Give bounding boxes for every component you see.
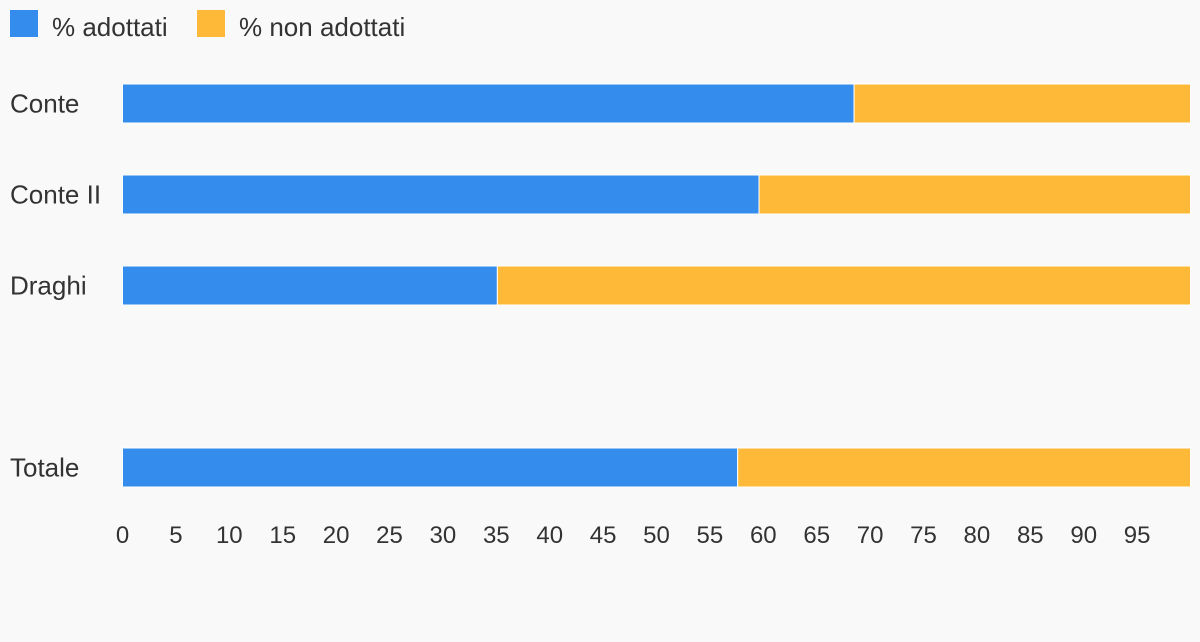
category-label-draghi: Draghi (10, 271, 87, 301)
x-tick-label-30: 30 (430, 522, 457, 549)
x-tick-label-80: 80 (964, 522, 991, 549)
x-tick-label-70: 70 (857, 522, 884, 549)
x-tick-label-10: 10 (216, 522, 243, 549)
x-tick-label-15: 15 (269, 522, 296, 549)
x-tick-label-5: 5 (169, 522, 182, 549)
category-labels: Conte Conte II Draghi Totale (10, 89, 101, 483)
x-tick-label-0: 0 (116, 522, 129, 549)
bar-conte-ii-adottati (122, 174, 760, 215)
legend-swatch-non-adottati (197, 10, 225, 37)
x-tick-label-65: 65 (803, 522, 830, 549)
x-axis-tick-labels: 0 5 10 15 20 25 30 35 40 45 50 55 60 65 70 75 80 85 90 95 (116, 522, 1151, 549)
bar-draghi-adottati (122, 265, 498, 306)
legend-swatch-adottati (10, 10, 38, 37)
x-tick-label-55: 55 (697, 522, 724, 549)
x-tick-label-20: 20 (323, 522, 350, 549)
bars (122, 83, 1192, 488)
bar-draghi-non-adottati (496, 265, 1192, 306)
x-tick-label-50: 50 (643, 522, 670, 549)
x-tick-label-95: 95 (1124, 522, 1151, 549)
category-label-conte: Conte (10, 89, 79, 119)
bar-conte-non-adottati (853, 83, 1192, 124)
x-tick-label-25: 25 (376, 522, 403, 549)
legend: % adottati % non adottati (10, 10, 405, 42)
x-tick-label-60: 60 (750, 522, 777, 549)
bar-conte-ii-non-adottati (758, 174, 1191, 215)
x-tick-label-45: 45 (590, 522, 617, 549)
x-tick-label-85: 85 (1017, 522, 1044, 549)
category-label-totale: Totale (10, 453, 79, 483)
x-tick-label-35: 35 (483, 522, 510, 549)
legend-label-non-adottati: % non adottati (239, 12, 405, 42)
bar-conte-adottati (122, 83, 855, 124)
x-tick-label-75: 75 (910, 522, 937, 549)
category-label-conte-ii: Conte II (10, 180, 101, 210)
bar-totale-adottati (122, 447, 739, 488)
x-tick-label-40: 40 (536, 522, 563, 549)
bar-totale-non-adottati (737, 447, 1192, 488)
x-tick-label-90: 90 (1070, 522, 1097, 549)
legend-label-adottati: % adottati (52, 12, 168, 42)
